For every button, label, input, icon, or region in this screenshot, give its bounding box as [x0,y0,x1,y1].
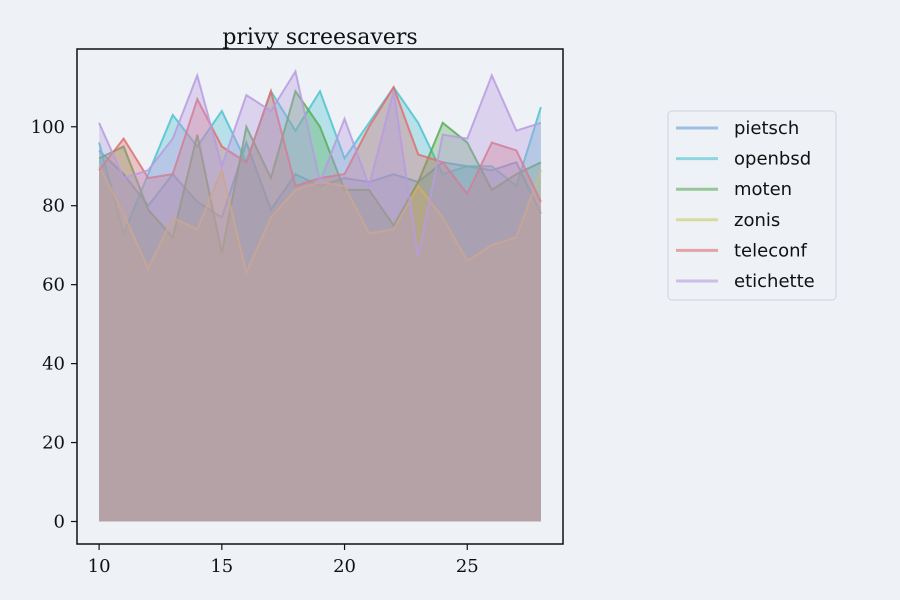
area-pietsch [99,142,541,522]
x-tick-label: 25 [456,556,479,577]
legend-label: openbsd [734,149,811,170]
y-tick-label: 20 [42,433,65,454]
y-tick-label: 100 [31,117,65,138]
legend-item-openbsd[interactable]: openbsd [676,149,811,170]
legend-label: moten [734,179,792,200]
y-tick-label: 60 [42,275,65,296]
y-tick-label: 40 [42,354,65,375]
y-axis: 0 20 40 60 80 100 [31,117,77,533]
line-etichette [98,68,542,258]
legend-item-etichette[interactable]: etichette [676,271,815,292]
area-etichette [99,71,541,522]
legend-item-pietsch[interactable]: pietsch [676,118,799,139]
series-areas [98,68,542,522]
x-axis: 10 15 20 25 [88,544,479,577]
y-tick-label: 80 [42,196,65,217]
chart-title: privy screesavers [222,25,417,50]
area-zonis [99,166,541,522]
legend-label: teleconf [734,240,808,261]
x-tick-label: 15 [210,556,233,577]
legend-label: zonis [734,210,780,231]
plot-area [77,49,563,544]
legend-item-moten[interactable]: moten [676,179,792,200]
y-tick-label: 0 [54,512,65,533]
legend-label: pietsch [734,118,799,139]
line-openbsd [98,85,542,237]
plot-frame [76,48,564,545]
legend-item-teleconf[interactable]: teleconf [676,240,808,261]
legend-item-zonis[interactable]: zonis [676,210,780,231]
legend[interactable]: pietsch openbsd moten zonis teleconf etichett… [667,110,837,301]
legend-label: etichette [734,271,815,292]
x-tick-label: 10 [88,556,111,577]
line-moten [98,88,542,254]
x-tick-label: 20 [333,556,356,577]
